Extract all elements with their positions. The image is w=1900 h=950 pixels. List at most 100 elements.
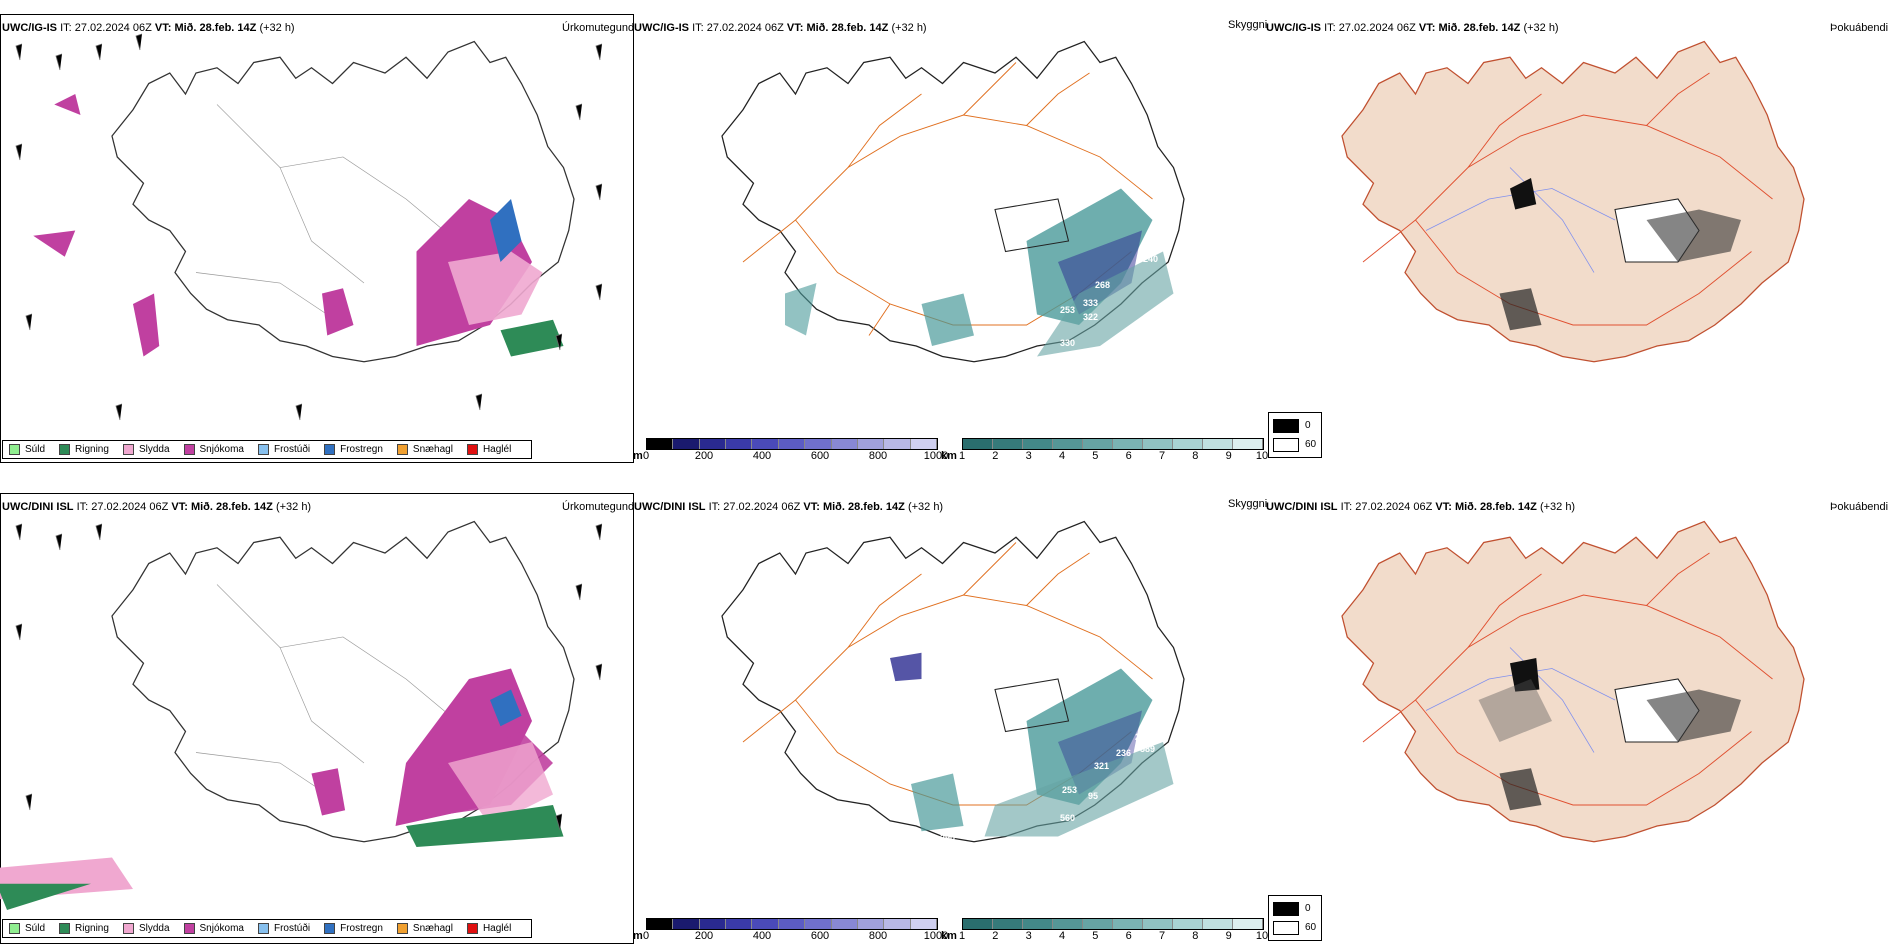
colorbar-segment <box>1233 919 1263 929</box>
legend-item: Snæhagl <box>396 923 453 934</box>
cloud-label: 253 <box>1060 305 1075 315</box>
colorbar-segment <box>1053 919 1083 929</box>
colorbar-segment <box>673 439 700 449</box>
legend-item: Rigning <box>59 444 109 455</box>
colorbar-segment <box>647 439 674 449</box>
legend-item: Snjókoma <box>183 923 244 934</box>
colorbar-segment <box>910 919 937 929</box>
colorbar-tick-label: 6 <box>1125 450 1132 462</box>
colorbar-tick-label: 7 <box>1158 930 1166 942</box>
colorbar-tick-label: 800 <box>868 930 888 942</box>
cloud-label: 321 <box>1094 761 1109 771</box>
map-precip-top <box>33 40 575 363</box>
cloud-base-unit: m <box>633 450 643 462</box>
colorbar-tick-label: 5 <box>1092 450 1099 462</box>
colorbar-tick-label: 0 <box>642 450 650 462</box>
colorbar-tick-label: 400 <box>752 450 772 462</box>
colorbar-tick-label: 4 <box>1058 930 1066 942</box>
legend-item: Snjókoma <box>183 444 244 455</box>
map-precip-bottom <box>0 520 575 910</box>
visibility-unit: km <box>941 930 957 942</box>
cloud-label: 50 <box>937 861 947 871</box>
colorbar-segment <box>752 919 779 929</box>
colorbar-tick-label: 400 <box>752 930 772 942</box>
colorbar-segment <box>752 439 779 449</box>
visibility-panel-bottom-header: UWC/DINI ISL IT: 27.02.2024 06Z VT: Mið.… <box>634 501 944 513</box>
colorbar-segment <box>778 919 806 929</box>
colorbar-segment <box>993 439 1023 449</box>
precip-legend-bottom: Súld Rigning Slydda Snjókoma Frostúði Fr… <box>2 919 533 938</box>
colorbar-segment <box>1083 919 1113 929</box>
cloud-label: 297 <box>1135 732 1150 742</box>
map-fog-top <box>1341 40 1805 363</box>
cloud-base-labels-bottom: 110 297 589 236 321 253 95 560 290 50 <box>937 732 1155 871</box>
colorbar-tick-label: 1000 <box>923 930 949 942</box>
colorbar-segment <box>1083 439 1113 449</box>
colorbar-tick-label: 200 <box>694 450 714 462</box>
colorbar-segment <box>857 919 885 929</box>
colorbar-tick-label: 1000 <box>923 450 949 462</box>
colorbar-segment <box>831 439 858 449</box>
visibility-title-bottom: Skyggni <box>1228 498 1268 510</box>
cloud-label: 110 <box>943 732 958 742</box>
panel-title: Úrkomutegund <box>562 22 635 34</box>
cloud-label: 240 <box>1143 254 1158 264</box>
cloud-label: 290 <box>940 833 955 843</box>
fog-title-top: Þokuábendi <box>1830 22 1889 34</box>
colorbar-tick-label: 0 <box>642 930 650 942</box>
colorbar-segment <box>1143 439 1173 449</box>
cloud-base-colorbar-bottom <box>646 918 938 930</box>
colorbar-segment <box>884 439 911 449</box>
colorbar-tick-label: 10 <box>1255 930 1269 942</box>
colorbar-tick-label: 2 <box>992 450 999 462</box>
colorbar-tick-label: 9 <box>1225 930 1232 942</box>
legend-item: Haglél <box>466 444 511 455</box>
cloud-label: 236 <box>1116 748 1131 758</box>
colorbar-segment <box>884 919 911 929</box>
cloud-label: 1000 <box>673 299 693 309</box>
cloud-base-unit: m <box>633 930 643 942</box>
fog-legend-top: 0 60 <box>1268 412 1322 458</box>
precip-type-panel-bottom <box>0 493 634 944</box>
colorbar-segment <box>1203 919 1233 929</box>
colorbar-tick-label: 600 <box>810 930 830 942</box>
colorbar-segment <box>1023 919 1053 929</box>
colorbar-segment <box>1173 439 1203 449</box>
fog-panel-top-header: UWC/IG-IS IT: 27.02.2024 06Z VT: Mið. 28… <box>1266 22 1559 34</box>
colorbar-tick-label: 6 <box>1125 930 1132 942</box>
cloud-label: 253 <box>1062 785 1077 795</box>
colorbar-segment <box>805 439 832 449</box>
colorbar-segment <box>1023 439 1053 449</box>
colorbar-tick-label: 8 <box>1192 450 1199 462</box>
colorbar-segment <box>1203 439 1233 449</box>
legend-item: Haglél <box>466 923 511 934</box>
cloud-label: 70 <box>935 382 945 392</box>
colorbar-tick-label: 8 <box>1192 930 1199 942</box>
legend-item: Súld <box>9 923 45 934</box>
colorbar-tick-label: 1 <box>958 930 966 942</box>
colorbar-segment <box>726 439 753 449</box>
panel-title: Úrkomutegund <box>562 501 635 513</box>
colorbar-segment <box>1233 439 1263 449</box>
colorbar-segment <box>805 919 832 929</box>
colorbar-tick-label: 7 <box>1158 450 1166 462</box>
colorbar-tick-label: 800 <box>868 450 888 462</box>
cloud-label: 322 <box>1083 312 1098 322</box>
colorbar-tick-label: 10 <box>1255 450 1269 462</box>
cloud-label: 333 <box>1083 298 1098 308</box>
legend-item: Frostregn <box>324 923 383 934</box>
colorbar-segment <box>910 439 937 449</box>
colorbar-segment <box>1173 919 1203 929</box>
legend-item: Frostúði <box>257 923 310 934</box>
cloud-label: 330 <box>1060 338 1075 348</box>
cloud-label: 589 <box>1140 744 1155 754</box>
map-visibility-bottom <box>721 520 1185 843</box>
cloud-base-labels-top: 1000 240 268 333 253 322 330 70 <box>673 254 1158 392</box>
colorbar-segment <box>857 439 885 449</box>
colorbar-tick-label: 4 <box>1058 450 1066 462</box>
colorbar-segment <box>1113 919 1143 929</box>
legend-item: Súld <box>9 444 45 455</box>
legend-item: Rigning <box>59 923 109 934</box>
colorbar-segment <box>699 919 727 929</box>
